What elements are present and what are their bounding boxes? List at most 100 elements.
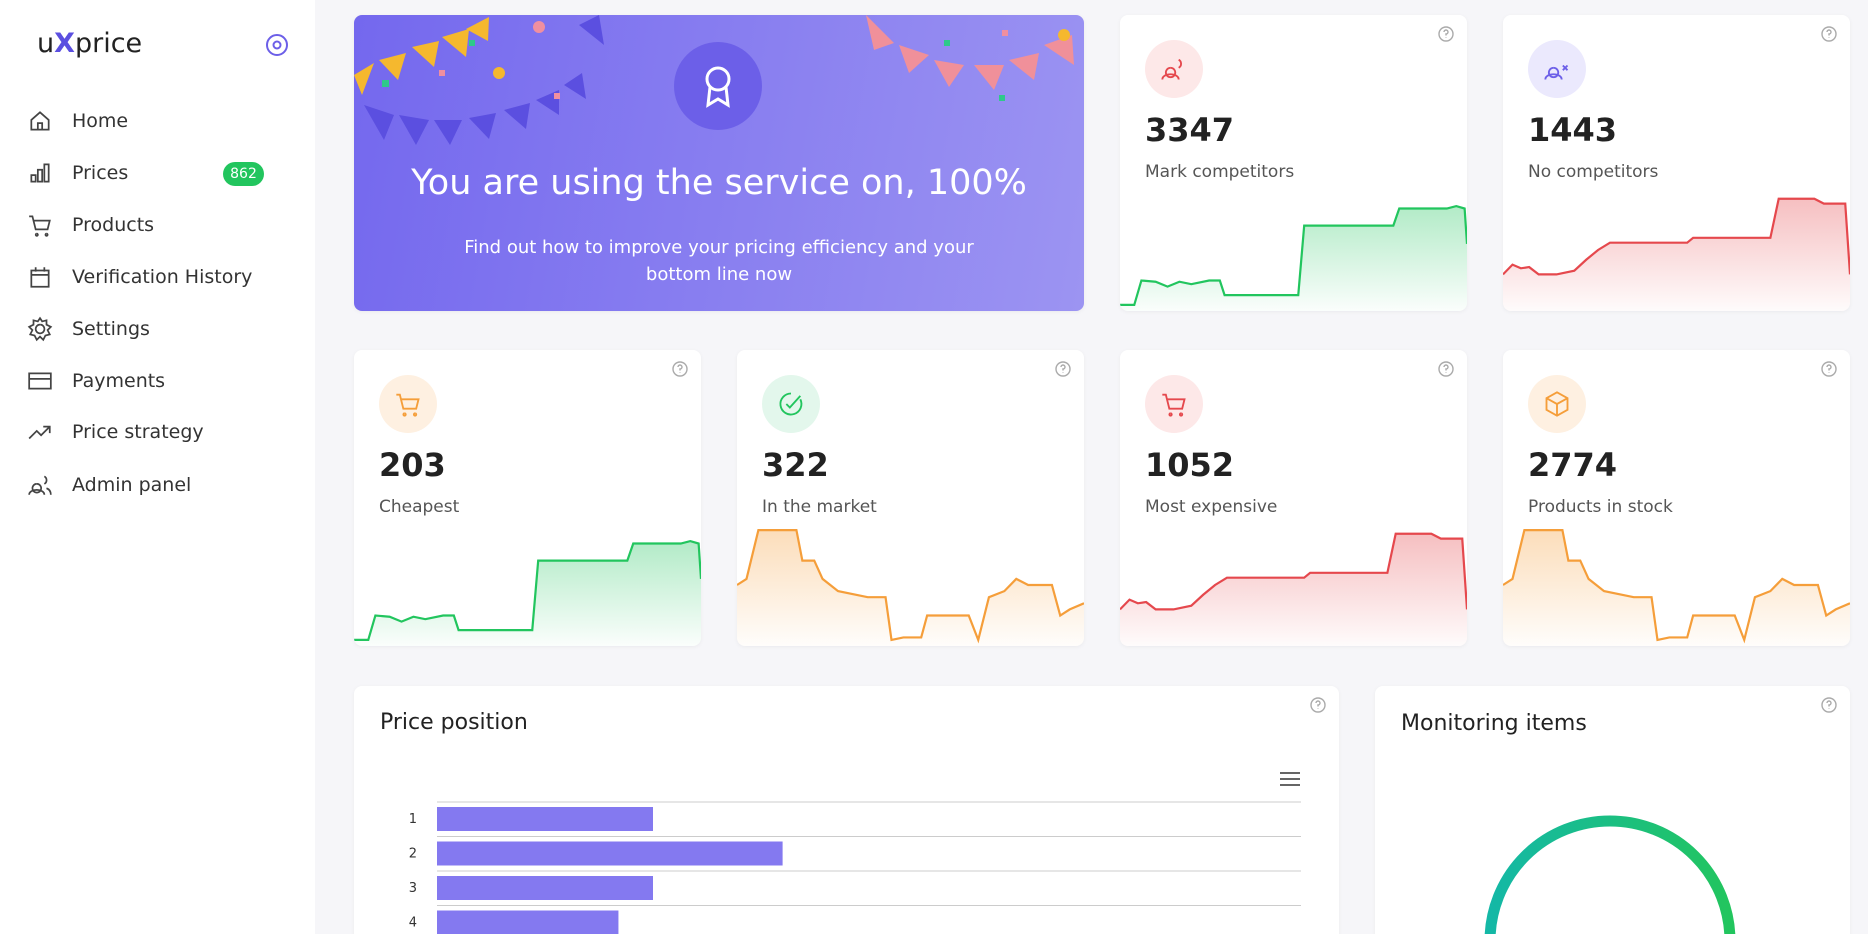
nav-item[interactable]: Products — [27, 210, 154, 240]
help-circle — [1438, 361, 1454, 377]
card-title: Price position — [380, 710, 528, 735]
help-icon[interactable] — [1309, 696, 1327, 714]
gauge — [1484, 815, 1736, 934]
y-tick-label: 2 — [409, 847, 417, 862]
sparkline-area — [354, 541, 701, 646]
icon-shape — [396, 393, 420, 417]
monitoring-card: Monitoring items — [1375, 686, 1850, 934]
help-icon[interactable] — [1437, 360, 1455, 378]
help-circle — [1310, 697, 1326, 713]
sparkline-line — [1503, 199, 1850, 275]
stat-label: Cheapest — [379, 497, 460, 517]
help-icon[interactable] — [671, 360, 689, 378]
logo-part: price — [74, 28, 143, 59]
sparkline — [354, 524, 701, 646]
help-mark — [1060, 364, 1066, 373]
stat-icon — [1145, 40, 1203, 98]
nav-item[interactable]: Price strategy — [27, 417, 204, 447]
logo[interactable]: uXprice — [37, 28, 142, 59]
stat-label: Mark competitors — [1145, 162, 1295, 182]
chart-menu[interactable] — [1279, 770, 1301, 788]
nav-icon — [28, 425, 51, 440]
nav-label: Settings — [72, 318, 150, 340]
icon — [1545, 391, 1569, 417]
sparkline-line — [1120, 534, 1467, 610]
nav-label: Price strategy — [72, 421, 204, 443]
sparkline-line — [1120, 206, 1467, 305]
collapse-button[interactable] — [265, 33, 289, 57]
help-circle — [1055, 361, 1071, 377]
nav-item[interactable]: Prices — [27, 158, 128, 188]
stat-icon — [1528, 375, 1586, 433]
help-mark — [677, 364, 683, 373]
bar — [437, 876, 653, 900]
icon-shape — [1161, 58, 1182, 80]
sparkline-line — [354, 541, 701, 640]
stat-icon — [379, 375, 437, 433]
icon-shape — [1162, 393, 1186, 417]
y-tick-label: 3 — [409, 881, 417, 896]
stat-card: 322 In the market — [737, 350, 1084, 646]
nav-item[interactable]: Admin panel — [27, 470, 191, 500]
help-mark — [1826, 29, 1832, 38]
logo-part: u — [37, 28, 55, 59]
sparkline-area — [1120, 206, 1467, 311]
bar — [437, 841, 783, 866]
sparkline-line — [737, 530, 1084, 640]
y-tick-label: 4 — [409, 916, 417, 931]
sparkline-area — [1503, 198, 1850, 311]
icon-shape — [28, 372, 52, 390]
stat-label: Most expensive — [1145, 497, 1278, 517]
icon-shape — [1544, 64, 1569, 80]
stat-label: No competitors — [1528, 162, 1659, 182]
nav-icon — [29, 215, 51, 237]
help-icon[interactable] — [1820, 25, 1838, 43]
icon-shape — [779, 392, 803, 416]
stat-icon — [762, 375, 820, 433]
nav-label: Prices — [72, 162, 129, 184]
sparkline-area — [737, 530, 1084, 646]
banner: You are using the service on, 100% Find … — [354, 15, 1084, 311]
nav-item[interactable]: Settings — [27, 314, 150, 344]
icon-shape — [27, 316, 53, 342]
nav-label: Verification History — [72, 266, 253, 288]
help-icon[interactable] — [1054, 360, 1072, 378]
icon-shape — [29, 215, 51, 237]
icon-shape — [1545, 391, 1569, 417]
bar — [437, 910, 619, 934]
banner-title: You are using the service on, 100% — [411, 163, 1027, 203]
help-icon[interactable] — [1437, 25, 1455, 43]
sparkline — [1120, 189, 1467, 311]
confetti — [354, 15, 1074, 145]
help-icon[interactable] — [1820, 360, 1838, 378]
price-position-card: Price position 1 2 3 4 — [354, 686, 1339, 934]
stat-label: Products in stock — [1528, 497, 1673, 517]
badge: 862 — [223, 162, 264, 186]
nav-label: Home — [72, 110, 129, 132]
stat-icon — [1528, 40, 1586, 98]
nav-icon — [30, 163, 50, 183]
sparkline-area — [1503, 530, 1850, 646]
sparkline — [1503, 524, 1850, 646]
help-circle — [672, 361, 688, 377]
stat-value: 1052 — [1145, 446, 1235, 484]
nav-icon — [28, 372, 52, 390]
nav-item[interactable]: Verification History — [27, 262, 252, 292]
icon-shape — [30, 111, 50, 131]
bar — [437, 807, 653, 831]
stat-card: 1052 Most expensive — [1120, 350, 1467, 646]
stat-card: 1443 No competitors — [1503, 15, 1850, 311]
nav-item[interactable]: Home — [27, 106, 128, 136]
bar-chart: 1 2 3 4 — [409, 801, 1301, 934]
nav-item[interactable]: Payments — [27, 366, 165, 396]
nav-icon — [28, 475, 52, 495]
nav-label: Payments — [72, 370, 166, 392]
sparkline-line — [1503, 530, 1850, 640]
stat-card: 3347 Mark competitors — [1120, 15, 1467, 311]
help-icon[interactable] — [1820, 696, 1838, 714]
sparkline — [737, 524, 1084, 646]
icon-shape — [28, 475, 52, 495]
nav-label: Admin panel — [72, 474, 192, 496]
banner-text: Find out how to improve your pricing eff… — [464, 237, 974, 285]
